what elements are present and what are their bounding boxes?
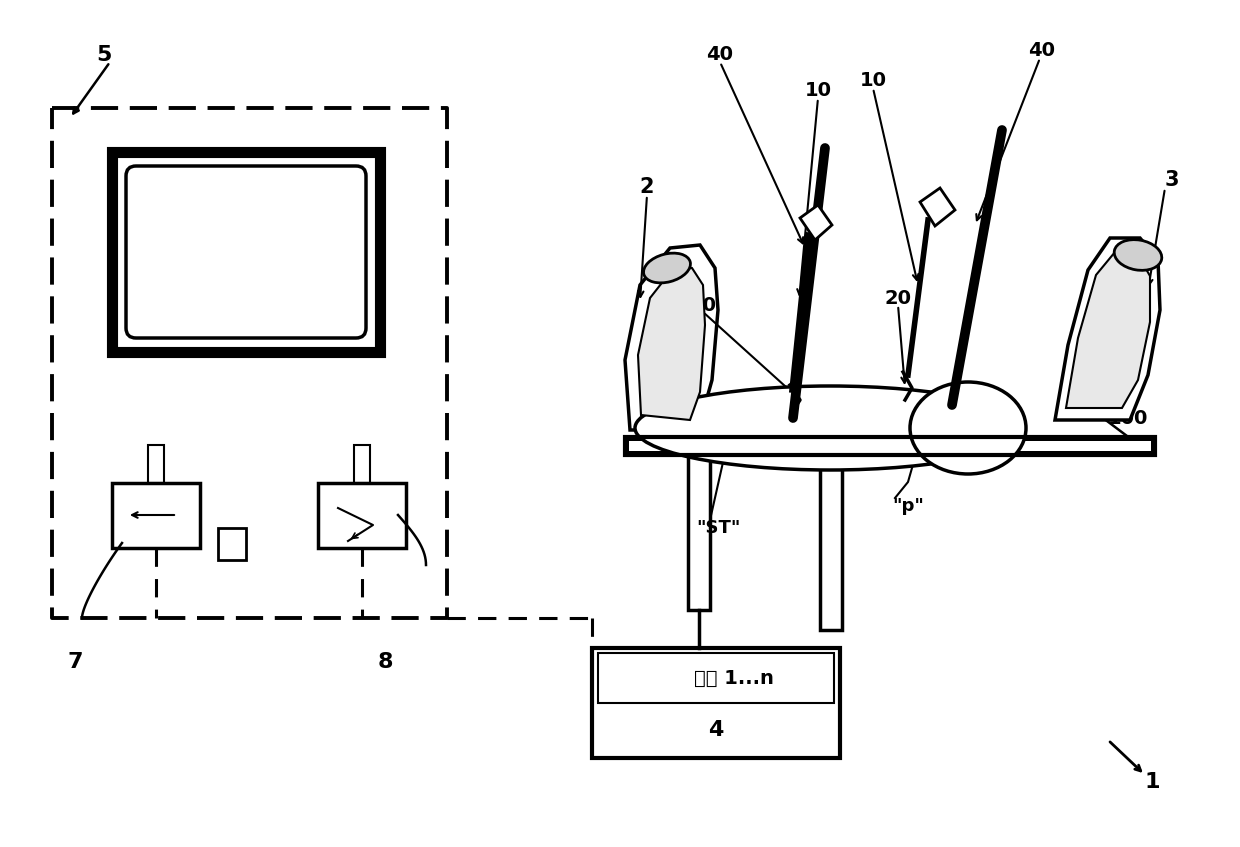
Bar [112,152,379,352]
Bar [148,445,164,483]
Ellipse shape [644,253,691,283]
Text: 40: 40 [707,45,734,64]
Bar [353,445,370,483]
Bar [218,528,246,560]
Bar [820,455,842,630]
Polygon shape [800,205,832,240]
Polygon shape [920,188,955,226]
Text: 1: 1 [1145,772,1159,792]
Bar [688,455,711,610]
Text: 100: 100 [1109,408,1148,428]
FancyBboxPatch shape [126,166,366,338]
Text: 5: 5 [97,45,112,65]
Text: 10: 10 [859,70,887,90]
Bar [629,441,1151,451]
Text: 4: 4 [708,720,724,740]
Text: 8: 8 [377,652,393,672]
Text: 20: 20 [689,296,717,314]
Text: 2: 2 [640,177,655,197]
Polygon shape [639,268,706,420]
Text: "p": "p" [892,497,924,515]
Bar [625,437,1154,455]
Bar [598,653,835,703]
Bar [317,483,405,548]
Text: 40: 40 [1028,41,1055,59]
Ellipse shape [910,382,1025,474]
Ellipse shape [635,386,1025,470]
Text: "ST": "ST" [696,519,740,537]
Text: 3: 3 [1164,170,1179,190]
Bar [112,483,200,548]
Polygon shape [1055,238,1159,420]
Text: 20: 20 [884,289,911,307]
Text: 马达 1...n: 马达 1...n [694,668,774,688]
Polygon shape [1066,252,1149,408]
Text: 10: 10 [805,80,832,99]
Bar [591,648,839,758]
Bar [625,437,1154,455]
Ellipse shape [1115,240,1162,270]
Polygon shape [625,245,718,430]
Text: 7: 7 [67,652,83,672]
Text: 6: 6 [241,300,255,320]
